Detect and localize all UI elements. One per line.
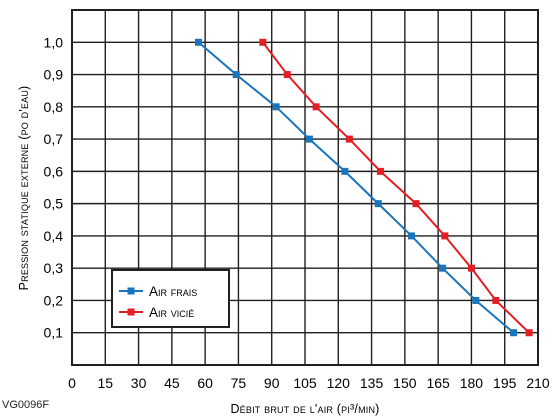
- series-0: [194, 38, 518, 337]
- x-tick-label: 75: [231, 375, 247, 391]
- x-axis-label: Débit brut de l'air (pi³/min): [230, 402, 379, 416]
- x-tick-label: 30: [131, 375, 147, 391]
- legend-label-air-vicie: Air vicié: [149, 305, 194, 320]
- x-tick-label: 60: [197, 375, 213, 391]
- y-tick-label: 0,8: [44, 99, 64, 115]
- data-point: [341, 167, 349, 175]
- data-point: [439, 264, 447, 272]
- legend: Air frais Air vicié: [111, 269, 230, 328]
- series-line: [197, 41, 515, 334]
- y-axis-label: Pression statique externe (po d'eau): [17, 86, 31, 291]
- data-point: [374, 200, 382, 208]
- y-tick-label: 0,4: [44, 228, 64, 244]
- x-tick-label: 210: [526, 375, 550, 391]
- x-tick-labels: 0 15 30 45 60 75 90 105 120 135 150 165 180 195 210: [68, 375, 550, 391]
- x-tick-label: 150: [393, 375, 417, 391]
- data-point: [412, 200, 420, 208]
- y-tick-label: 0,3: [44, 260, 64, 276]
- legend-label-air-frais: Air frais: [149, 284, 197, 299]
- x-tick-label: 180: [460, 375, 484, 391]
- data-point: [194, 38, 202, 46]
- data-point: [525, 329, 533, 337]
- data-point: [441, 232, 449, 240]
- x-tick-label: 195: [493, 375, 517, 391]
- y-tick-labels: 0,1 0,2 0,3 0,4 0,5 0,6 0,7 0,8 0,9 1,0: [44, 34, 64, 340]
- grid: [72, 10, 538, 365]
- series-layer: [194, 38, 533, 337]
- series-line: [262, 41, 530, 334]
- y-tick-label: 0,7: [44, 131, 64, 147]
- data-point: [472, 296, 480, 304]
- data-point: [312, 103, 320, 111]
- data-point: [467, 264, 475, 272]
- y-tick-label: 1,0: [44, 34, 64, 50]
- y-tick-label: 0,9: [44, 67, 64, 83]
- data-point: [376, 167, 384, 175]
- data-point: [345, 135, 353, 143]
- data-point: [510, 329, 518, 337]
- x-tick-label: 135: [360, 375, 384, 391]
- x-tick-label: 15: [97, 375, 113, 391]
- x-tick-label: 165: [426, 375, 450, 391]
- data-point: [259, 38, 267, 46]
- y-tick-label: 0,6: [44, 163, 64, 179]
- y-tick-label: 0,1: [44, 325, 64, 341]
- legend-marker-air-frais: [127, 287, 135, 295]
- data-point: [305, 135, 313, 143]
- y-tick-label: 0,5: [44, 196, 64, 212]
- legend-marker-air-vicie: [127, 308, 135, 316]
- x-tick-label: 0: [68, 375, 76, 391]
- x-tick-label: 105: [293, 375, 317, 391]
- data-point: [408, 232, 416, 240]
- y-tick-label: 0,2: [44, 292, 64, 308]
- data-point: [232, 71, 240, 79]
- data-point: [272, 103, 280, 111]
- figure-code: VG0096F: [2, 399, 50, 411]
- x-tick-label: 90: [264, 375, 280, 391]
- x-tick-label: 120: [327, 375, 351, 391]
- legend-box: [111, 269, 230, 328]
- plot-frame: [71, 9, 539, 366]
- series-1: [259, 38, 533, 337]
- data-point: [283, 71, 291, 79]
- x-tick-label: 45: [164, 375, 180, 391]
- data-point: [492, 296, 500, 304]
